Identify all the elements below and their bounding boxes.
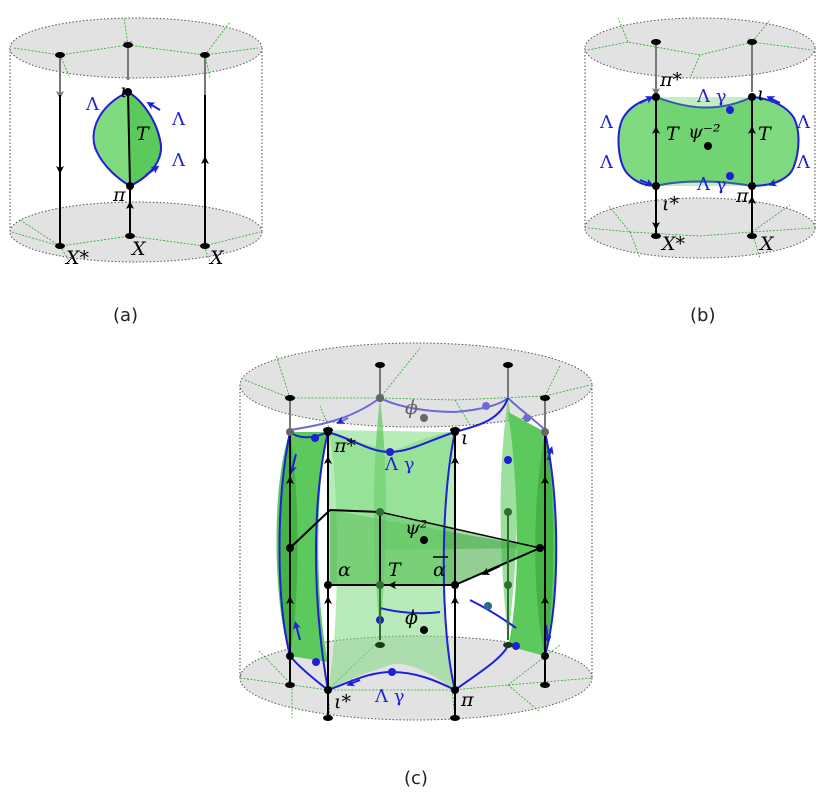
panel-a-lambda-right-bottom-label: Λ [171,150,186,171]
panel-b-psi-label: ψ⁻² [688,121,721,143]
panel-c-caption: (c) [404,768,428,789]
panel-c-vertical-strands [286,365,549,718]
panel-b-x-label: X [758,233,775,255]
panel-b-t-left-label: T [666,123,680,145]
panel-b-caption: (b) [690,305,715,326]
panel-a-cylinder [9,17,263,263]
panel-c-alpha-label: α [338,559,351,581]
panel-c-front-arcs [278,397,558,691]
panel-a-x-right-label: X [208,247,225,269]
panel-b-iota-star-label: ι* [662,193,679,215]
panel-c-lambda-gamma-bottom-label: Λ γ [374,686,404,707]
panel-c-alpha-bar-label: α [433,559,446,581]
panel-a: ι π T Λ Λ Λ X* X X (a) [9,17,263,326]
panel-c-lambda-gamma-top-label: Λ γ [384,454,414,475]
panel-a-strands [56,41,209,246]
panel-b-cylinder [584,17,816,259]
panel-a-lambda-right-top-label: Λ [171,109,186,130]
panel-a-pi-label: π [112,184,126,206]
panel-c-pi-label: π [460,689,474,711]
panel-c-iota-star-label: ι* [334,691,351,713]
panel-b-strands [652,38,756,236]
panel-c-phi-top-label: ϕ [405,397,418,419]
panel-b-lambda-gamma-bottom-label: Λ γ [696,174,726,195]
panel-b-pi-label: π [735,185,749,207]
panel-b-pi-star-label: π* [659,69,682,91]
panel-b-iota-label: ι [757,83,764,105]
panel-b-lambda-left-top-label: Λ [599,112,614,133]
panel-b-t-right-label: T [758,123,772,145]
panel-a-x-star-label: X* [64,247,90,269]
panel-c-t-label: T [388,559,402,581]
panel-c-interior-strands [286,508,544,640]
panel-c-points [285,362,550,721]
panel-b-lambda-left-bottom-label: Λ [599,152,614,173]
panel-c-pi-star-label: π* [333,435,356,457]
panel-c-phi-bottom-label: ϕ [405,607,418,629]
panel-a-t-label: T [136,123,150,145]
panel-a-iota-label: ι [120,80,127,102]
panel-a-caption: (a) [113,305,138,326]
panel-b-points [651,39,757,239]
panel-a-lens [92,88,162,190]
panel-a-points [55,42,210,249]
panel-c-iota-label: ι [461,427,468,449]
panel-c-psi-label: ψ² [405,517,428,539]
panel-b: π* ι Λ γ Λ Λ Λ Λ T T ψ⁻² Λ γ ι* π X* X (… [584,17,816,326]
panel-a-x-mid-label: X [130,238,147,260]
panel-b-face [617,93,800,190]
panel-b-x-star-label: X* [660,233,686,255]
panel-a-lambda-left-label: Λ [85,94,100,115]
panel-c: ϕ π* ι Λ γ ψ² α T α ϕ ι* Λ γ π (c) [239,342,593,789]
panel-b-lambda-right-bottom-label: Λ [796,152,811,173]
panel-b-lambda-gamma-top-label: Λ γ [696,86,726,107]
panel-b-lambda-right-top-label: Λ [796,112,811,133]
